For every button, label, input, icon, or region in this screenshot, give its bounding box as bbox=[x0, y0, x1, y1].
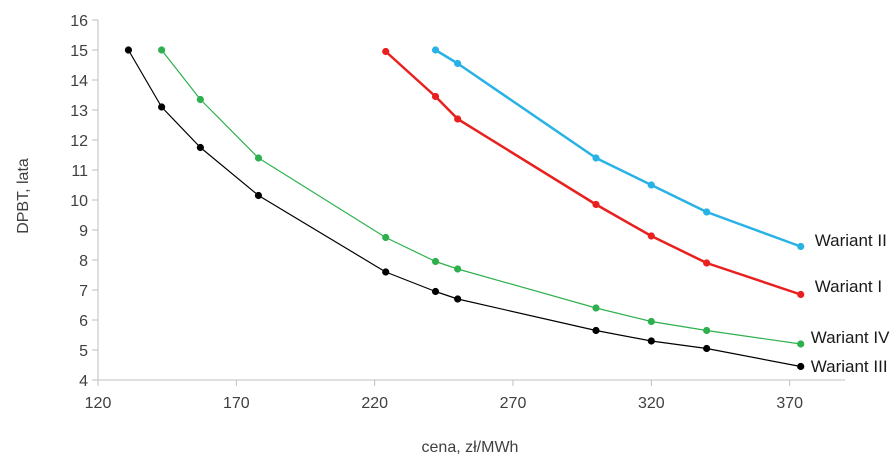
data-point-wariant-i bbox=[797, 290, 805, 299]
y-tick-label: 4 bbox=[79, 373, 88, 390]
data-point-wariant-ii bbox=[703, 208, 711, 216]
y-tick-label: 8 bbox=[79, 253, 88, 270]
y-tick-label: 5 bbox=[79, 343, 88, 360]
series-line-wariant-iv bbox=[161, 49, 801, 345]
x-tick-label: 220 bbox=[361, 395, 388, 412]
data-point-wariant-iii bbox=[254, 191, 263, 200]
series-label-wariant-iii: Wariant III bbox=[811, 357, 888, 376]
axes: 4 5 6 7 8 9 10 11 12 13 14 15 16 120 170 220 270 320 370 bbox=[70, 13, 845, 412]
data-point-wariant-iii bbox=[158, 103, 166, 111]
x-tick-label: 320 bbox=[638, 395, 665, 412]
series-lines bbox=[127, 48, 802, 368]
data-point-wariant-ii bbox=[454, 59, 462, 68]
data-point-wariant-iv bbox=[158, 46, 166, 54]
y-tick-label: 16 bbox=[70, 13, 88, 30]
data-point-wariant-ii bbox=[647, 181, 655, 189]
data-point-wariant-i bbox=[647, 232, 655, 240]
data-point-wariant-iv bbox=[454, 265, 462, 273]
data-point-wariant-iii bbox=[454, 295, 462, 303]
data-point-wariant-i bbox=[454, 115, 462, 123]
data-point-wariant-iii bbox=[431, 287, 440, 296]
data-point-wariant-iv bbox=[196, 95, 204, 104]
series-line-wariant-ii bbox=[434, 48, 802, 248]
data-point-wariant-iii bbox=[382, 268, 390, 276]
data-point-wariant-iv bbox=[703, 326, 711, 335]
x-axis-title: cena, zł/MWh bbox=[422, 439, 519, 456]
data-point-wariant-iii bbox=[592, 326, 600, 335]
y-tick-label: 12 bbox=[70, 133, 88, 150]
y-tick-label: 11 bbox=[71, 163, 88, 180]
series-label-wariant-i: Wariant I bbox=[815, 277, 882, 296]
data-point-wariant-ii bbox=[431, 46, 440, 54]
y-tick-label: 10 bbox=[70, 193, 88, 210]
y-tick-label: 13 bbox=[70, 103, 88, 120]
series-label-wariant-ii: Wariant II bbox=[815, 231, 887, 250]
series-label-wariant-iv: Wariant IV bbox=[811, 328, 890, 347]
series-labels: Wariant II Wariant I Wariant IV Wariant III bbox=[811, 231, 890, 376]
data-point-wariant-i bbox=[431, 92, 440, 101]
data-point-wariant-ii bbox=[797, 242, 805, 251]
data-point-wariant-iii bbox=[124, 46, 133, 54]
y-tick-label: 7 bbox=[79, 283, 88, 300]
data-point-wariant-iii bbox=[797, 362, 805, 371]
data-point-wariant-iii bbox=[703, 344, 711, 353]
x-tick-label: 170 bbox=[223, 395, 250, 412]
data-point-wariant-iii bbox=[647, 337, 655, 345]
data-point-wariant-iv bbox=[431, 257, 440, 266]
data-point-wariant-iv bbox=[382, 233, 390, 242]
x-tick-label: 370 bbox=[776, 395, 803, 412]
y-tick-label: 9 bbox=[79, 223, 88, 240]
data-point-wariant-i bbox=[382, 47, 390, 56]
x-tick-label: 270 bbox=[500, 395, 527, 412]
y-tick-label: 14 bbox=[70, 73, 88, 90]
x-tick-label: 120 bbox=[85, 395, 112, 412]
data-point-wariant-ii bbox=[592, 154, 600, 162]
data-point-wariant-iv bbox=[647, 317, 655, 326]
data-point-wariant-i bbox=[703, 259, 711, 267]
data-point-wariant-iv bbox=[592, 304, 600, 312]
data-point-wariant-iv bbox=[254, 154, 263, 162]
series-points bbox=[124, 46, 805, 371]
y-tick-label: 6 bbox=[79, 313, 88, 330]
series-line-wariant-i bbox=[384, 50, 802, 296]
data-point-wariant-iii bbox=[196, 143, 204, 152]
y-axis-title: DPBT, lata bbox=[15, 158, 32, 234]
data-point-wariant-i bbox=[592, 200, 600, 209]
y-tick-label: 15 bbox=[70, 43, 88, 60]
data-point-wariant-iv bbox=[797, 340, 805, 348]
